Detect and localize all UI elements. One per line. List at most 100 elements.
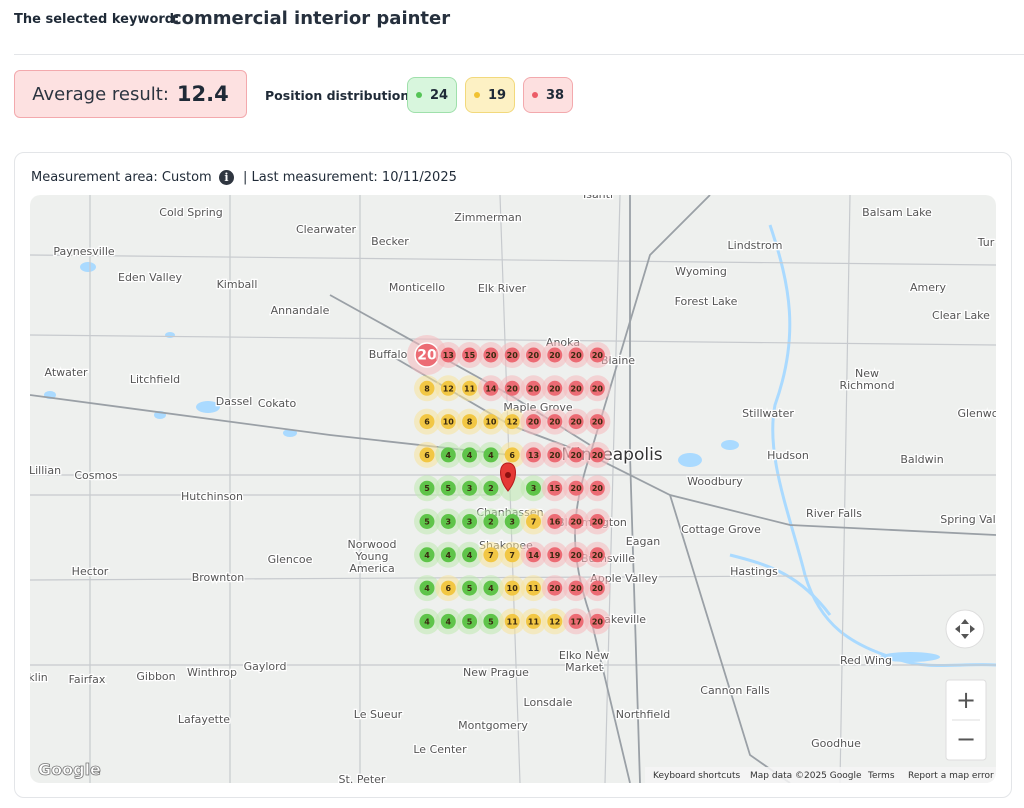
rank-marker — [547, 347, 563, 363]
rank-marker — [483, 414, 499, 430]
place-label: Lafayette — [178, 713, 230, 726]
place-label: Lindstrom — [728, 239, 783, 252]
place-label: Richmond — [839, 379, 894, 392]
rank-label: 20 — [485, 351, 497, 360]
rank-marker — [419, 613, 435, 629]
rank-marker — [483, 613, 499, 629]
place-label: Buffalo — [369, 348, 408, 361]
place-label: Red Wing — [840, 654, 892, 667]
rank-label: 8 — [467, 418, 473, 427]
place-label: Goodhue — [811, 737, 861, 750]
rank-label: 19 — [549, 551, 561, 560]
place-label: Paynesville — [53, 245, 115, 258]
place-label: America — [349, 562, 394, 575]
footer-link[interactable]: Terms — [867, 771, 895, 781]
rank-label: 13 — [443, 351, 454, 360]
place-label: Cold Spring — [159, 206, 222, 219]
rank-marker — [504, 414, 520, 430]
rank-marker — [526, 414, 541, 430]
rank-label: 11 — [528, 617, 540, 626]
distribution-label: Position distribution: — [265, 88, 415, 103]
rank-label: 20 — [571, 418, 583, 427]
rank-label: 17 — [571, 617, 582, 626]
place-label: Clearwater — [296, 223, 357, 236]
rank-label: 10 — [485, 418, 497, 427]
place-label: Hastings — [730, 565, 778, 578]
place-label: Amery — [910, 281, 947, 294]
rank-label: 4 — [446, 451, 452, 460]
rank-label: 20 — [549, 351, 561, 360]
rank-label: 4 — [424, 617, 430, 626]
dot — [473, 92, 480, 98]
footer-link[interactable]: Keyboard shortcuts — [653, 771, 740, 781]
place-label: Hutchinson — [181, 490, 243, 503]
rank-marker — [440, 514, 456, 529]
footer-link[interactable]: Report a map error — [908, 771, 994, 781]
zoom-out[interactable]: − — [956, 725, 976, 753]
rank-label: 20 — [571, 451, 583, 460]
rank-marker — [589, 380, 605, 396]
rank-marker — [568, 447, 584, 463]
rank-label: 5 — [424, 518, 430, 527]
rank-marker — [504, 547, 520, 563]
place-label: Woodbury — [687, 475, 743, 488]
rank-label: 3 — [467, 484, 473, 493]
info-icon[interactable]: i — [219, 170, 234, 185]
rank-marker — [462, 414, 478, 430]
pin-dot — [505, 472, 511, 478]
rank-label: 12 — [549, 617, 560, 626]
place-label: Lonsdale — [524, 696, 573, 709]
rank-marker — [526, 514, 541, 529]
rank-label: 11 — [464, 384, 476, 393]
place-label: Eden Valley — [118, 271, 182, 284]
rank-marker — [504, 380, 520, 396]
rank-label: 20 — [549, 451, 561, 460]
distribution-poor: 38 — [523, 77, 573, 113]
rank-label: 14 — [528, 551, 540, 560]
rank-label: 10 — [507, 584, 519, 593]
place-label: Stillwater — [742, 407, 794, 420]
rank-marker — [547, 414, 563, 430]
rank-label: 20 — [528, 384, 540, 393]
average-card: Average result: 12.4 — [14, 70, 247, 118]
place-label: Gibbon — [136, 670, 175, 683]
map[interactable]: Isanti Cold Spring Balsam Lake Zimmerman Pay… — [30, 195, 996, 783]
place-label: River Falls — [806, 507, 862, 520]
rank-marker — [568, 380, 584, 396]
count: 24 — [429, 87, 449, 103]
rank-label: 13 — [528, 451, 539, 460]
rank-marker — [504, 613, 520, 629]
rank-marker — [462, 580, 478, 596]
place-label: Becker — [371, 235, 409, 248]
rank-marker — [526, 480, 541, 496]
rank-marker — [589, 480, 605, 496]
rank-marker — [568, 347, 584, 363]
rank-marker — [419, 380, 435, 396]
place-label: Cottage Grove — [681, 523, 761, 536]
place-label: Young — [355, 550, 389, 563]
place-labels: Isanti Cold Spring Balsam Lake Zimmerman Pay… — [30, 195, 996, 783]
place-label: Spring Val — [940, 513, 995, 526]
rank-label: 10 — [443, 418, 455, 427]
count: 38 — [545, 87, 565, 103]
rank-label: 12 — [507, 418, 518, 427]
place-label: Gaylord — [244, 660, 287, 673]
recenter-button[interactable] — [945, 609, 985, 649]
rank-marker — [568, 414, 584, 430]
rank-label: 20 — [549, 584, 561, 593]
rank-marker — [547, 380, 563, 396]
place-label: Glenwo — [957, 407, 996, 420]
footer-link[interactable]: Map data ©2025 Google — [750, 771, 862, 781]
rank-marker — [526, 547, 541, 563]
rank-label: 11 — [528, 584, 540, 593]
rank-marker — [440, 447, 456, 463]
rank-label: 15 — [464, 351, 476, 360]
rank-label: 4 — [467, 551, 473, 560]
rank-label: 3 — [467, 518, 473, 527]
rank-marker — [547, 480, 563, 496]
rank-marker — [526, 380, 541, 396]
zoom-in[interactable]: + — [956, 686, 976, 714]
water — [44, 224, 996, 668]
place-label: Glencoe — [268, 553, 313, 566]
